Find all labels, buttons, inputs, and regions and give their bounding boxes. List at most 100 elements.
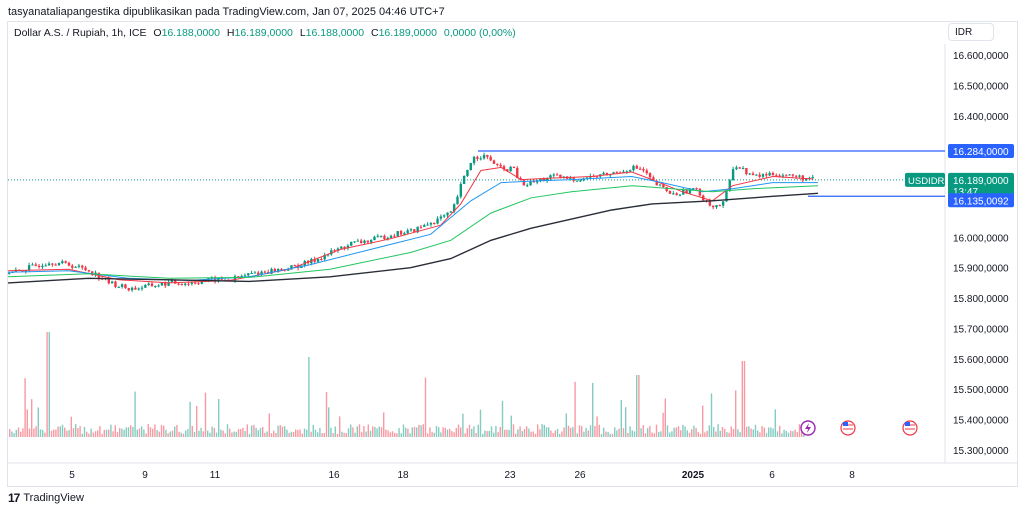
candle-body — [313, 258, 316, 262]
lightning-glyph-icon — [805, 423, 811, 433]
volume-bar — [374, 426, 376, 437]
volume-bar — [622, 428, 625, 437]
volume-bar — [55, 429, 57, 437]
volume-bar — [334, 426, 336, 437]
candle-body — [247, 273, 250, 276]
candle-body — [429, 223, 433, 225]
volume-bar — [132, 426, 134, 437]
volume-bar — [576, 433, 578, 437]
candle-body — [64, 261, 67, 263]
volume-bar — [284, 426, 286, 437]
symbol-name: Dollar A.S. / Rupiah, 1h, ICE — [14, 27, 147, 39]
volume-bar — [154, 424, 156, 437]
volume-bar — [86, 431, 88, 437]
level-high-badge — [948, 144, 1014, 159]
volume-bar — [39, 429, 42, 437]
volume-bar — [200, 427, 202, 437]
candle-body — [389, 235, 393, 238]
y-tick-label: 15.500,0000 — [953, 385, 1009, 396]
candle-body — [781, 175, 785, 177]
volume-bar — [97, 430, 99, 437]
volume-bar — [220, 429, 222, 437]
volume-bar — [429, 427, 431, 437]
candle-body — [622, 171, 625, 174]
volume-bar — [213, 427, 215, 437]
candle-body — [91, 271, 94, 275]
volume-bar — [226, 424, 229, 437]
volume-bar — [444, 427, 446, 437]
candle-body — [326, 254, 330, 256]
level-high-label: 16.284,0000 — [953, 147, 1009, 158]
volume-bar — [46, 332, 48, 437]
volume-bar — [59, 426, 61, 437]
candle-body — [446, 212, 449, 216]
volume-bar — [629, 426, 631, 437]
candle-body — [260, 271, 263, 275]
candle-body — [270, 268, 273, 274]
volume-bar — [286, 429, 288, 437]
candle-body — [333, 250, 336, 252]
volume-bar — [50, 430, 53, 437]
volume-bar — [193, 431, 196, 437]
volume-bar — [427, 433, 429, 437]
volume-bar — [277, 425, 279, 437]
volume-bar — [262, 426, 264, 437]
volume-bar — [352, 427, 354, 437]
change-value: 0,0000 (0,00%) — [443, 27, 516, 39]
volume-bar — [385, 429, 387, 437]
candle-body — [353, 241, 356, 243]
volume-bar — [526, 426, 528, 437]
volume-bar — [99, 426, 101, 437]
volume-bar — [160, 424, 163, 437]
volume-bar — [735, 390, 737, 437]
candle-body — [758, 174, 761, 177]
candle-body — [452, 204, 456, 212]
close-label: C — [371, 27, 379, 39]
volume-bar — [567, 425, 570, 437]
candle-body — [476, 156, 479, 159]
volume-bar — [801, 431, 803, 437]
volume-bar — [702, 405, 704, 437]
volume-bar — [739, 432, 741, 437]
candle-body — [323, 254, 326, 260]
x-tick-label: 6 — [769, 470, 775, 481]
candle-body — [462, 175, 466, 184]
volume-bar — [763, 427, 765, 437]
volume-bar — [70, 416, 72, 437]
level-low-label: 16.135,0092 — [953, 196, 1009, 207]
candle-body — [280, 268, 283, 270]
volume-bar — [363, 426, 365, 437]
volume-bar — [68, 430, 70, 437]
volume-bar — [13, 433, 15, 437]
candle-body — [632, 165, 635, 171]
candle-body — [718, 205, 722, 207]
volume-bar — [631, 430, 633, 437]
candle-body — [492, 160, 496, 164]
volume-bar — [545, 427, 548, 437]
volume-bar — [248, 433, 251, 437]
volume-bar — [746, 426, 748, 437]
volume-bar — [75, 424, 77, 437]
candle-body — [721, 201, 725, 206]
volume-bar — [11, 431, 13, 437]
volume-bar — [9, 429, 11, 437]
volume-bar — [695, 428, 697, 437]
currency-button[interactable]: IDR — [948, 23, 994, 41]
candle-body — [21, 270, 24, 272]
volume-bar — [706, 430, 708, 437]
candle-body — [366, 240, 370, 243]
candle-body — [798, 175, 801, 177]
candle-body — [167, 282, 170, 286]
candle-body — [751, 173, 755, 176]
volume-bar — [609, 433, 611, 437]
candle-body — [735, 167, 738, 170]
candle-body — [359, 240, 363, 243]
volume-bar — [308, 357, 310, 437]
volume-bar — [79, 426, 81, 437]
volume-bar — [266, 431, 268, 437]
volume-bar — [257, 430, 259, 437]
volume-bar — [438, 427, 440, 437]
candle-body — [542, 178, 546, 181]
volume-bar — [581, 426, 583, 437]
